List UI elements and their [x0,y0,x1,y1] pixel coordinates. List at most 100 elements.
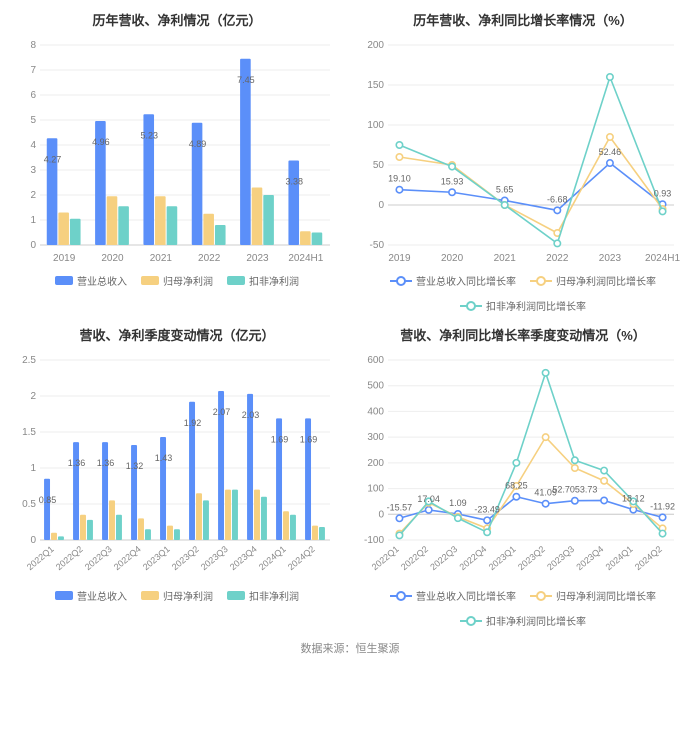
svg-text:2.5: 2.5 [22,355,36,366]
svg-text:4: 4 [30,140,36,151]
svg-text:2023Q4: 2023Q4 [574,544,605,572]
chart-area: -5005010015020019.1015.935.65-6.6852.460… [354,37,692,267]
svg-text:300: 300 [367,432,384,443]
legend-label: 归母净利润同比增长率 [556,273,656,288]
panel-annual-values: 历年营收、净利情况（亿元） 0123456784.274.965.234.897… [8,10,346,313]
legend-item: 营业总收入同比增长率 [390,273,516,288]
panel-title: 历年营收、净利同比增长率情况（%） [354,10,692,29]
svg-text:1.43: 1.43 [155,453,173,463]
svg-text:6: 6 [30,90,36,101]
svg-text:500: 500 [367,381,384,392]
svg-text:2024Q1: 2024Q1 [257,544,288,572]
svg-text:1.36: 1.36 [97,458,115,468]
legend-swatch [227,591,245,600]
legend-label: 扣非净利润同比增长率 [486,613,586,628]
panel-quarterly-growth: 营收、净利同比增长率季度变动情况（%） -1000100200300400500… [354,325,692,628]
svg-text:1.09: 1.09 [449,498,467,508]
svg-text:2024H1: 2024H1 [645,253,680,264]
legend-item: 营业总收入同比增长率 [390,588,516,603]
legend-swatch [227,276,245,285]
svg-text:15.93: 15.93 [441,176,464,186]
svg-text:2: 2 [30,190,36,201]
svg-text:2023Q3: 2023Q3 [545,544,576,572]
svg-text:2.03: 2.03 [242,410,260,420]
svg-text:2024Q2: 2024Q2 [633,544,664,572]
legend-label: 营业总收入同比增长率 [416,273,516,288]
svg-text:2023Q3: 2023Q3 [199,544,230,572]
svg-text:2023: 2023 [246,253,269,264]
svg-text:-23.49: -23.49 [474,504,500,514]
svg-text:7: 7 [30,65,36,76]
svg-text:68.25: 68.25 [505,481,528,491]
panel-title: 历年营收、净利情况（亿元） [8,10,346,29]
svg-text:0: 0 [378,509,384,520]
svg-text:100: 100 [367,120,384,131]
chart-area: -1000100200300400500600-15.5717.041.09-2… [354,352,692,582]
svg-text:0.93: 0.93 [654,188,672,198]
legend-label: 营业总收入 [77,588,127,603]
svg-text:2023Q1: 2023Q1 [141,544,172,572]
legend-swatch [530,595,552,597]
legend-swatch [390,280,412,282]
panel-title: 营收、净利季度变动情况（亿元） [8,325,346,344]
legend: 营业总收入同比增长率归母净利润同比增长率扣非净利润同比增长率 [354,588,692,628]
legend-swatch [390,595,412,597]
svg-text:2023Q4: 2023Q4 [228,544,259,572]
legend-item: 扣非净利润同比增长率 [460,613,586,628]
svg-text:2023: 2023 [599,253,622,264]
legend-item: 扣非净利润同比增长率 [460,298,586,313]
svg-text:2022Q2: 2022Q2 [399,544,430,572]
legend: 营业总收入同比增长率 归母净利润同比增长率扣非净利润同比增长率 [354,273,692,313]
legend-swatch [530,280,552,282]
svg-text:1: 1 [30,463,36,474]
svg-text:52.46: 52.46 [599,147,622,157]
svg-text:2022: 2022 [546,253,569,264]
svg-text:2024Q2: 2024Q2 [286,544,317,572]
legend-item: 归母净利润 [141,588,213,603]
legend-swatch [460,305,482,307]
svg-text:50: 50 [373,160,385,171]
legend-label: 营业总收入 [77,273,127,288]
legend: 营业总收入归母净利润 扣非净利润 [8,588,346,603]
panel-annual-growth: 历年营收、净利同比增长率情况（%） -5005010015020019.1015… [354,10,692,313]
legend-item: 营业总收入 [55,588,127,603]
svg-text:2021: 2021 [150,253,173,264]
svg-text:2021: 2021 [494,253,517,264]
svg-text:2023Q2: 2023Q2 [516,544,547,572]
svg-text:2023Q1: 2023Q1 [487,544,518,572]
chart-area: 00.511.522.50.851.361.361.321.431.922.07… [8,352,346,582]
svg-text:2022Q3: 2022Q3 [428,544,459,572]
svg-text:3.38: 3.38 [285,177,303,187]
svg-text:2019: 2019 [53,253,76,264]
legend-item: 归母净利润 [141,273,213,288]
legend-item: 归母净利润同比增长率 [530,588,656,603]
svg-text:8: 8 [30,40,36,51]
svg-text:2022: 2022 [198,253,221,264]
legend-item: 归母净利润同比增长率 [530,273,656,288]
svg-text:2.07: 2.07 [213,407,231,417]
svg-text:0: 0 [30,535,36,546]
svg-text:4.89: 4.89 [189,139,207,149]
legend-item: 扣非净利润 [227,588,299,603]
svg-text:2022Q3: 2022Q3 [83,544,114,572]
panel-quarterly-values: 营收、净利季度变动情况（亿元） 00.511.522.50.851.361.36… [8,325,346,628]
svg-text:2024H1: 2024H1 [288,253,323,264]
legend-label: 扣非净利润 [249,588,299,603]
svg-text:1: 1 [30,215,36,226]
legend-swatch [141,276,159,285]
svg-text:0.85: 0.85 [39,495,57,505]
svg-text:2019: 2019 [388,253,411,264]
legend-swatch [55,276,73,285]
svg-text:5: 5 [30,115,36,126]
chart-area: 0123456784.274.965.234.897.453.382019202… [8,37,346,267]
legend-item: 扣非净利润 [227,273,299,288]
svg-text:400: 400 [367,406,384,417]
svg-text:7.45: 7.45 [237,75,255,85]
svg-text:2020: 2020 [101,253,124,264]
legend-item: 营业总收入 [55,273,127,288]
legend-label: 扣非净利润 [249,273,299,288]
svg-text:18.12: 18.12 [622,494,645,504]
svg-text:1.69: 1.69 [271,434,289,444]
svg-text:-15.57: -15.57 [387,502,413,512]
legend-label: 营业总收入同比增长率 [416,588,516,603]
